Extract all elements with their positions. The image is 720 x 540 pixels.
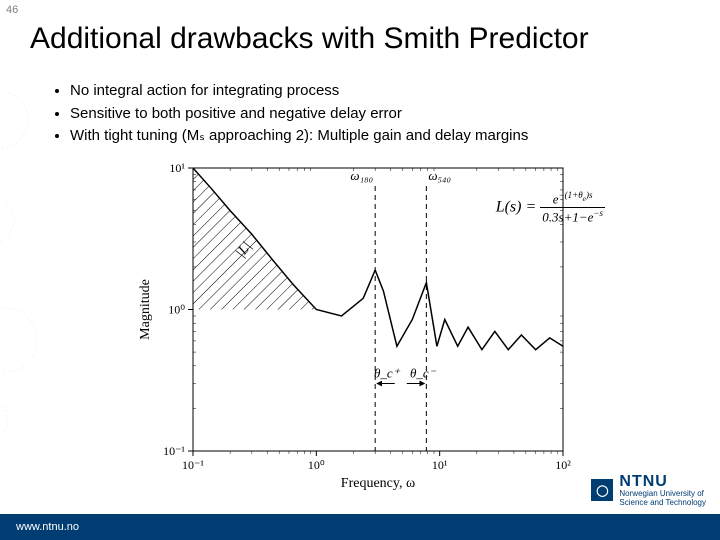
logo-sub: Science and Technology <box>619 498 706 507</box>
logo-icon: ◯ <box>591 479 613 501</box>
svg-text:Magnitude: Magnitude <box>138 279 153 340</box>
ntnu-logo: ◯ NTNU Norwegian University of Science a… <box>591 473 706 508</box>
svg-text:10²: 10² <box>555 458 571 472</box>
bullet-list: No integral action for integrating proce… <box>50 80 700 148</box>
footer-url: www.ntnu.no <box>16 521 79 533</box>
slide-title: Additional drawbacks with Smith Predicto… <box>30 22 589 56</box>
svg-text:θ_c⁺: θ_c⁺ <box>374 365 401 380</box>
svg-text:10⁻¹: 10⁻¹ <box>163 444 185 458</box>
svg-text:10¹: 10¹ <box>432 458 448 472</box>
bullet-item: Sensitive to both positive and negative … <box>70 103 700 126</box>
logo-sub: Norwegian University of <box>619 489 703 498</box>
bode-magnitude-chart: 10⁻¹10⁰10¹10²10⁻¹10⁰10¹ω₁₈₀ω₅₄₀θ_c⁺θ_c⁻|… <box>135 158 575 493</box>
bullet-item: No integral action for integrating proce… <box>70 80 700 103</box>
slide-number: 46 <box>6 4 18 16</box>
footer-bar: www.ntnu.no <box>0 514 720 540</box>
svg-text:θ_c⁻: θ_c⁻ <box>410 365 437 380</box>
svg-text:10⁰: 10⁰ <box>308 458 325 472</box>
svg-text:10⁻¹: 10⁻¹ <box>182 458 204 472</box>
logo-main: NTNU <box>619 473 667 490</box>
bullet-item: With tight tuning (Mₛ approaching 2): Mu… <box>70 125 700 148</box>
svg-text:Frequency, ω: Frequency, ω <box>341 476 415 491</box>
svg-text:10⁰: 10⁰ <box>168 303 185 317</box>
svg-text:10¹: 10¹ <box>169 161 185 175</box>
svg-text:ω₁₈₀: ω₁₈₀ <box>350 168 373 183</box>
svg-text:ω₅₄₀: ω₅₄₀ <box>428 168 451 183</box>
